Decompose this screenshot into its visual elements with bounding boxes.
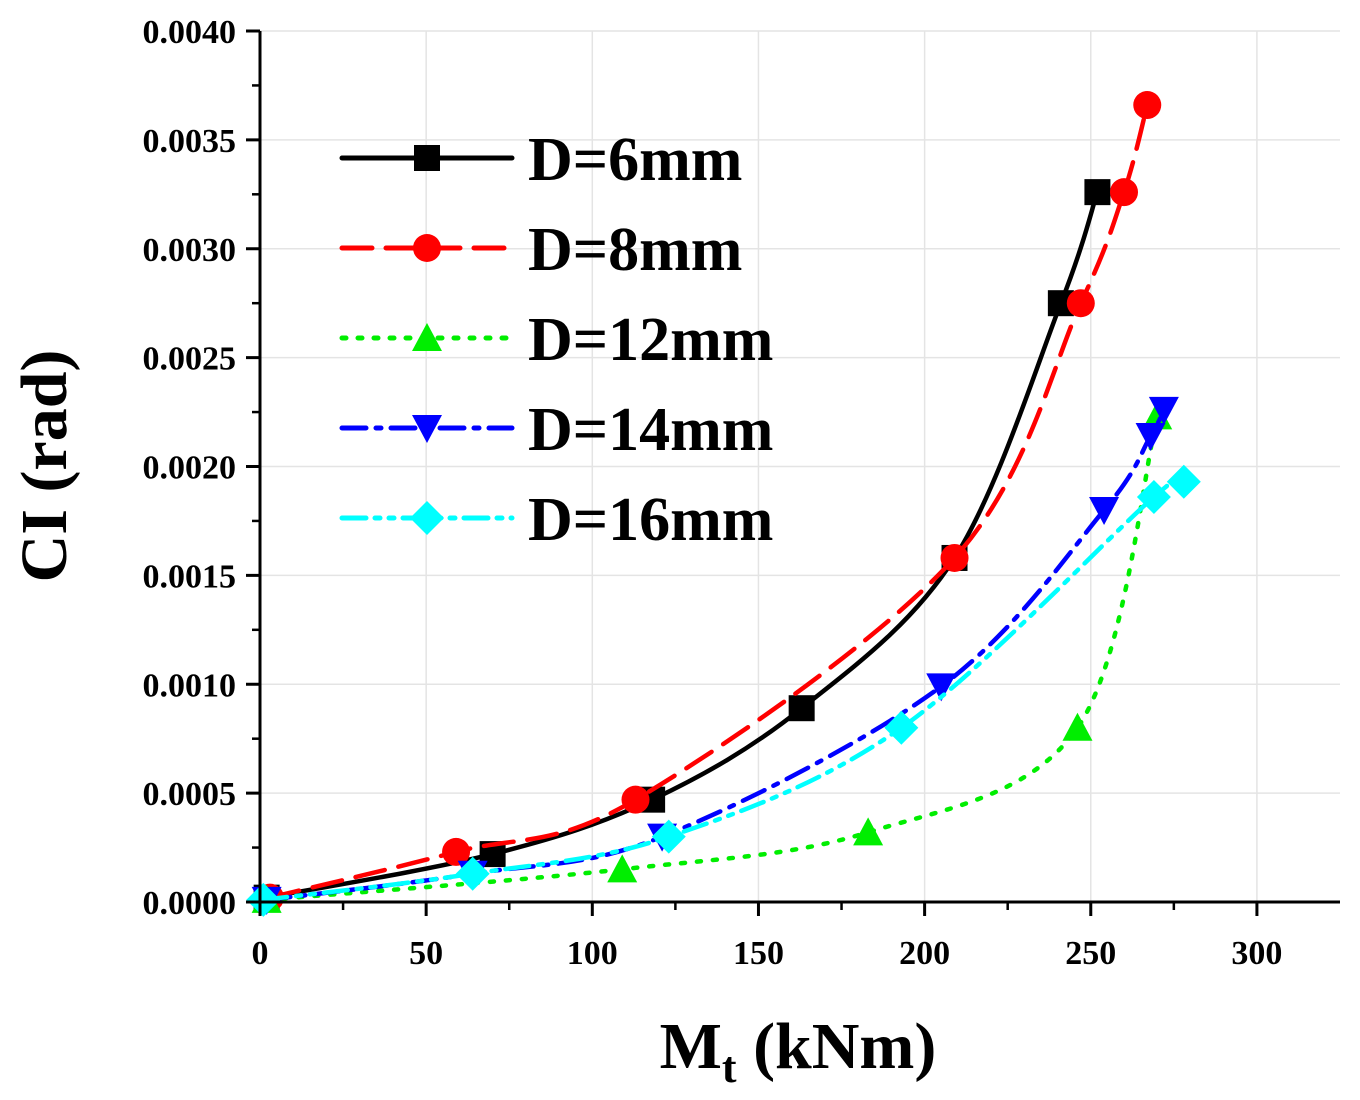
tick-labels: 0.0000 0.0005 0.0010 0.0015 0.0020 0.0025 0.00… <box>143 14 1283 972</box>
x-tick-label: 150 <box>733 935 784 972</box>
data-point <box>1089 497 1120 526</box>
x-axis-title-subscript: t <box>722 1043 737 1092</box>
y-tick-label: 0.0025 <box>143 341 237 378</box>
series-d-12mm <box>251 401 1173 913</box>
data-point <box>607 854 638 883</box>
x-tick-label: 0 <box>252 935 269 972</box>
y-tick-label: 0.0005 <box>143 776 237 813</box>
data-point <box>1166 464 1201 499</box>
x-tick-label: 250 <box>1065 935 1116 972</box>
data-point <box>1135 423 1166 452</box>
legend-item: D=14mm <box>339 396 773 464</box>
data-point <box>1136 479 1171 514</box>
legend-item: D=6mm <box>339 126 742 194</box>
legend-label: D=16mm <box>528 486 773 554</box>
y-tick-label: 0.0020 <box>143 450 237 487</box>
y-tick-label: 0.0010 <box>143 667 237 704</box>
legend-label: D=6mm <box>528 126 742 194</box>
y-axis-title: CI (rad) <box>8 350 81 583</box>
data-point <box>651 819 686 854</box>
data-point <box>1110 178 1138 207</box>
data-point <box>788 695 815 722</box>
data-point <box>940 543 969 572</box>
legend: D=6mm D=8mm D=12mm D=14mm D=16mm <box>339 126 773 554</box>
data-point <box>884 710 919 745</box>
series-line <box>261 472 1188 903</box>
legend-label: D=14mm <box>528 396 773 464</box>
legend-marker <box>414 145 440 171</box>
x-tick-label: 100 <box>567 935 618 972</box>
legend-marker <box>410 501 444 535</box>
data-point <box>1133 91 1162 120</box>
x-axis-title-unit: (kNm) <box>737 1010 937 1083</box>
y-tick-label: 0.0030 <box>143 232 237 269</box>
y-tick-label: 0.0040 <box>143 14 237 51</box>
data-point <box>1148 396 1179 425</box>
legend-label: D=8mm <box>528 216 742 284</box>
series-d-14mm <box>251 396 1179 915</box>
x-axis-title-main: M <box>660 1010 722 1083</box>
x-axis-title: Mt (kNm) <box>660 1010 937 1092</box>
series-layer <box>246 91 1201 917</box>
data-point <box>1062 712 1093 741</box>
axes <box>246 29 1340 916</box>
y-tick-label: 0.0000 <box>143 885 237 922</box>
x-tick-label: 50 <box>409 935 443 972</box>
legend-item: D=16mm <box>339 486 773 554</box>
x-tick-label: 200 <box>899 935 950 972</box>
data-point <box>442 837 471 866</box>
legend-marker <box>412 323 442 351</box>
data-point <box>1084 179 1111 206</box>
series-d-16mm <box>246 464 1201 917</box>
data-point <box>853 817 884 846</box>
legend-item: D=8mm <box>339 216 742 284</box>
data-point <box>621 785 650 814</box>
data-point <box>1066 289 1095 318</box>
data-point <box>246 882 281 917</box>
legend-marker <box>412 415 442 443</box>
x-tick-label: 300 <box>1231 935 1282 972</box>
y-tick-label: 0.0015 <box>143 558 237 595</box>
legend-marker <box>413 234 441 262</box>
legend-item: D=12mm <box>339 306 773 374</box>
y-tick-label: 0.0035 <box>143 123 237 160</box>
data-point <box>455 856 490 891</box>
series-line <box>264 407 1167 903</box>
data-point <box>926 673 957 702</box>
legend-label: D=12mm <box>528 306 773 374</box>
